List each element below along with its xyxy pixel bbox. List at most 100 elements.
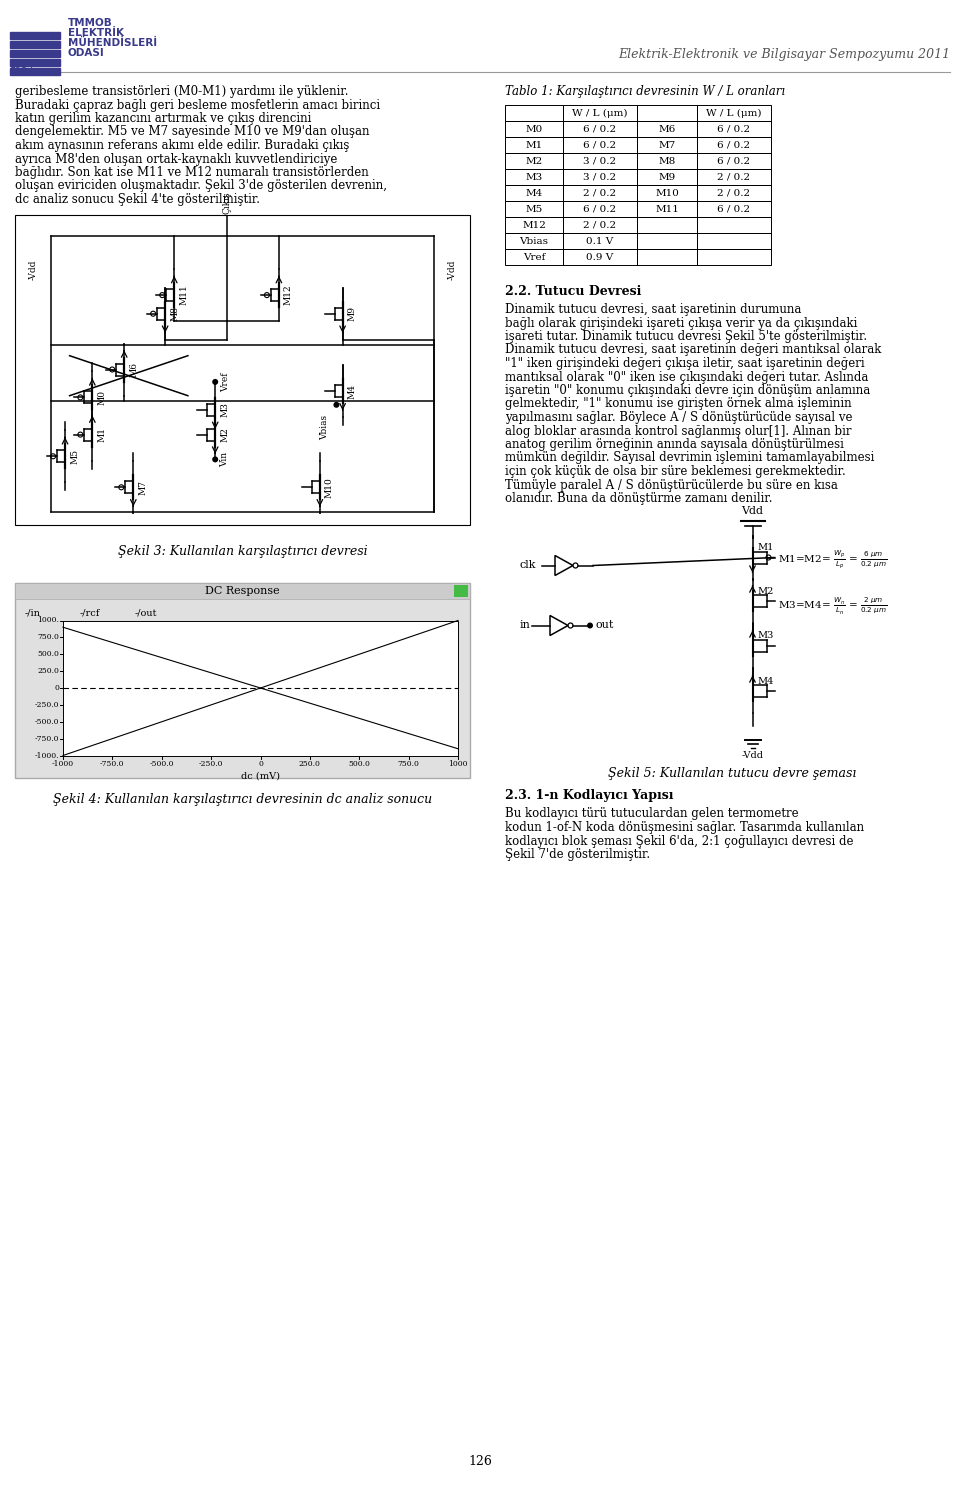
Bar xyxy=(563,201,637,217)
Bar xyxy=(637,137,697,153)
Text: M5: M5 xyxy=(525,205,542,214)
Text: -Vdd: -Vdd xyxy=(29,260,37,281)
Text: 126: 126 xyxy=(468,1455,492,1468)
Bar xyxy=(563,184,637,201)
Bar xyxy=(505,201,563,217)
Text: -250.0: -250.0 xyxy=(35,701,59,709)
Text: Tablo 1: Karşılaştırıcı devresinin W / L oranları: Tablo 1: Karşılaştırıcı devresinin W / L… xyxy=(505,85,785,98)
Bar xyxy=(563,169,637,184)
Text: M1: M1 xyxy=(525,141,542,150)
Bar xyxy=(15,583,470,777)
Bar xyxy=(505,169,563,184)
Text: M4: M4 xyxy=(757,676,774,685)
Text: kodlayıcı blok şeması Şekil 6'da, 2:1 çoğullayıcı devresi de: kodlayıcı blok şeması Şekil 6'da, 2:1 ço… xyxy=(505,835,853,847)
Text: M0: M0 xyxy=(97,389,107,404)
Text: M7: M7 xyxy=(659,141,676,150)
Bar xyxy=(15,583,470,599)
Text: bağlıdır. Son kat ise M11 ve M12 numaralı transistörlerden: bağlıdır. Son kat ise M11 ve M12 numaral… xyxy=(15,166,369,178)
Bar xyxy=(505,233,563,250)
Text: yapılmasını sağlar. Böylece A / S dönüştürücüde sayısal ve: yapılmasını sağlar. Böylece A / S dönüşt… xyxy=(505,412,852,424)
Text: out: out xyxy=(595,621,613,630)
Text: dc (mV): dc (mV) xyxy=(241,771,280,780)
Text: oluşan eviriciden oluşmaktadır. Şekil 3'de gösterilen devrenin,: oluşan eviriciden oluşmaktadır. Şekil 3'… xyxy=(15,180,387,193)
Circle shape xyxy=(212,456,218,462)
Text: -/rcf: -/rcf xyxy=(80,608,101,618)
Text: -250.0: -250.0 xyxy=(199,759,224,767)
Text: -750.0: -750.0 xyxy=(35,734,59,743)
Text: katın gerilim kazancını artırmak ve çıkış direncini: katın gerilim kazancını artırmak ve çıkı… xyxy=(15,111,311,125)
Text: -1000: -1000 xyxy=(52,759,74,767)
Text: M4: M4 xyxy=(525,189,542,198)
Text: işaretin "0" konumu çıkışındaki devre için dönüşüm anlamına: işaretin "0" konumu çıkışındaki devre iç… xyxy=(505,383,871,397)
Text: M3: M3 xyxy=(525,172,542,181)
Text: M0: M0 xyxy=(525,125,542,134)
Text: 750.0: 750.0 xyxy=(397,759,420,767)
Text: için çok küçük de olsa bir süre beklemesi gerekmektedir.: için çok küçük de olsa bir süre beklemes… xyxy=(505,465,846,478)
Text: M5: M5 xyxy=(70,449,79,464)
Text: -Vdd: -Vdd xyxy=(447,260,456,281)
Circle shape xyxy=(212,379,218,385)
Bar xyxy=(10,33,60,39)
Text: Vref: Vref xyxy=(221,372,230,392)
Bar xyxy=(697,184,771,201)
Bar xyxy=(563,137,637,153)
Bar xyxy=(505,250,563,265)
Bar xyxy=(563,233,637,250)
Text: M3=M4= $\frac{W_n}{L_n}$ = $\frac{2\ \mu m}{0.2\ \mu m}$: M3=M4= $\frac{W_n}{L_n}$ = $\frac{2\ \mu… xyxy=(778,594,887,617)
Text: Vdd: Vdd xyxy=(741,505,763,516)
Text: Vin: Vin xyxy=(220,452,229,467)
Bar xyxy=(697,201,771,217)
Text: alog bloklar arasında kontrol sağlanmış olur[1]. Alınan bir: alog bloklar arasında kontrol sağlanmış … xyxy=(505,425,852,437)
Text: Bu kodlayıcı türü tutuculardan gelen termometre: Bu kodlayıcı türü tutuculardan gelen ter… xyxy=(505,807,799,820)
Text: 0.1 V: 0.1 V xyxy=(587,236,613,245)
Bar xyxy=(697,106,771,120)
Bar xyxy=(505,106,563,120)
Bar xyxy=(637,233,697,250)
Bar xyxy=(563,250,637,265)
Bar xyxy=(637,120,697,137)
Text: Vbias: Vbias xyxy=(519,236,548,245)
Text: 250.0: 250.0 xyxy=(37,667,59,675)
Text: 2 / 0.2: 2 / 0.2 xyxy=(584,189,616,198)
Text: M6: M6 xyxy=(659,125,676,134)
Bar xyxy=(505,120,563,137)
Text: 0: 0 xyxy=(258,759,263,767)
Text: 3 / 0.2: 3 / 0.2 xyxy=(584,172,616,181)
Circle shape xyxy=(587,623,593,629)
Text: 6 / 0.2: 6 / 0.2 xyxy=(717,125,751,134)
Text: M4: M4 xyxy=(348,383,356,398)
Text: M9: M9 xyxy=(348,306,356,321)
Bar xyxy=(697,169,771,184)
Text: M11: M11 xyxy=(655,205,679,214)
Text: M1: M1 xyxy=(757,544,774,553)
Text: W / L (μm): W / L (μm) xyxy=(707,108,761,117)
Text: -750.0: -750.0 xyxy=(100,759,125,767)
Text: 6 / 0.2: 6 / 0.2 xyxy=(584,141,616,150)
Bar xyxy=(697,233,771,250)
Text: M2: M2 xyxy=(757,587,774,596)
Bar xyxy=(697,153,771,169)
Text: 6 / 0.2: 6 / 0.2 xyxy=(584,205,616,214)
Text: Vref: Vref xyxy=(523,253,545,262)
Text: Şekil 4: Kullanılan karşılaştırıcı devresinin dc analiz sonucu: Şekil 4: Kullanılan karşılaştırıcı devre… xyxy=(53,792,432,805)
Bar xyxy=(563,120,637,137)
Text: 6 / 0.2: 6 / 0.2 xyxy=(584,125,616,134)
Text: MÜHENDİSLERİ: MÜHENDİSLERİ xyxy=(68,39,157,48)
Text: 6 / 0.2: 6 / 0.2 xyxy=(717,156,751,165)
Text: ELEKTRİK: ELEKTRİK xyxy=(68,28,124,39)
Text: M3: M3 xyxy=(220,403,229,418)
Bar xyxy=(637,153,697,169)
Text: Buradaki çapraz bağlı geri besleme mosfetlerin amacı birinci: Buradaki çapraz bağlı geri besleme mosfe… xyxy=(15,98,380,111)
Text: 500.0: 500.0 xyxy=(37,651,59,658)
Text: geribesleme transistörleri (M0-M1) yardımı ile yüklenir.: geribesleme transistörleri (M0-M1) yardı… xyxy=(15,85,348,98)
Text: 2 / 0.2: 2 / 0.2 xyxy=(584,220,616,229)
Text: M12: M12 xyxy=(284,285,293,306)
Bar xyxy=(637,169,697,184)
Text: M11: M11 xyxy=(180,285,188,306)
Bar xyxy=(637,201,697,217)
Bar xyxy=(505,137,563,153)
Text: M7: M7 xyxy=(138,480,147,495)
Text: 1000.: 1000. xyxy=(37,617,59,624)
Text: in: in xyxy=(520,621,531,630)
Text: clk: clk xyxy=(520,560,537,571)
